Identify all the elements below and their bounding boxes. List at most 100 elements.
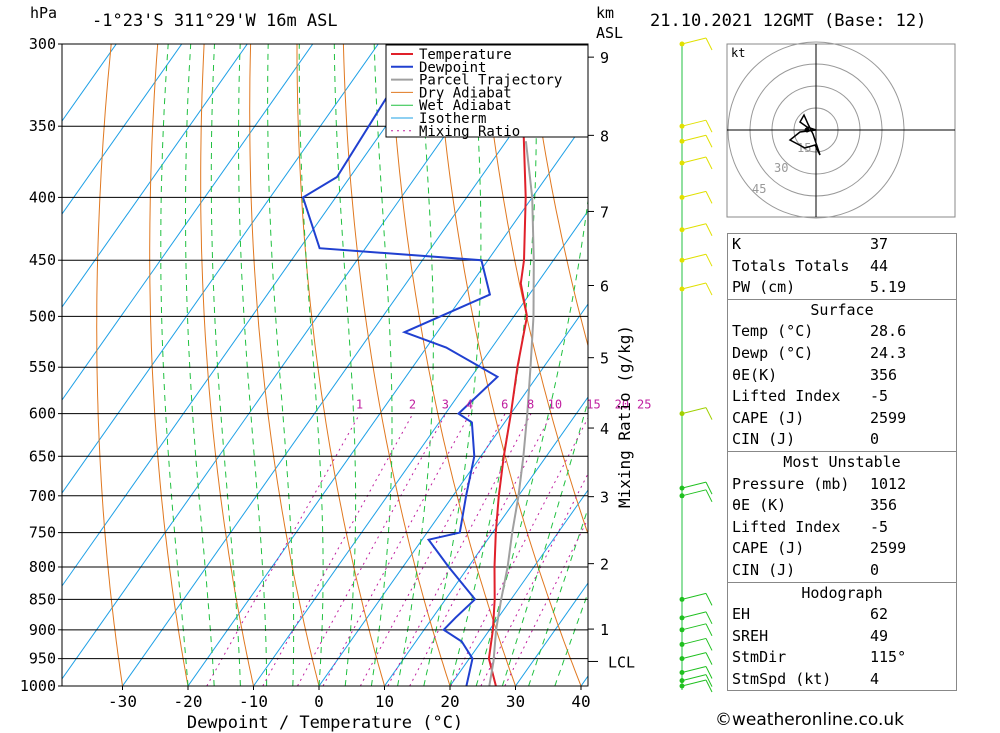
hodograph-trace xyxy=(788,113,821,156)
wet-adiabat-line xyxy=(298,44,324,686)
hodograph-ring-label: 30 xyxy=(774,161,788,175)
wind-barb xyxy=(681,407,707,415)
mixing-ratio-tick-label: 15 xyxy=(586,398,600,412)
index-pw: PW (cm) 5.19 xyxy=(732,278,907,297)
isotherm-line xyxy=(383,396,588,686)
height-tick-label: 2 xyxy=(600,556,609,574)
wind-level-dot xyxy=(679,656,685,662)
datetime-title: 21.10.2021 12GMT (Base: 12) xyxy=(650,11,927,31)
mu-theta: θE (K) 356 xyxy=(732,496,898,515)
mixing-ratio-tick-label: 20 xyxy=(615,398,629,412)
mixing-ratio-tick-label: 6 xyxy=(501,398,508,412)
mixing-ratio-line xyxy=(262,413,414,686)
wet-adiabat-line xyxy=(528,506,588,686)
surface-cin: CIN (J) 0 xyxy=(732,430,880,449)
wet-adiabat-line xyxy=(501,399,588,686)
hodo-sreh: SREH 49 xyxy=(732,626,889,645)
pressure-tick-label: 450 xyxy=(29,251,56,269)
isotherm-line xyxy=(62,44,248,308)
mu-pressure: Pressure (mb) 1012 xyxy=(732,474,907,493)
legend-entry: Parcel Trajectory xyxy=(419,73,562,89)
mixing-ratio-tick-label: 2 xyxy=(409,398,416,412)
legend-entry: Dry Adiabat xyxy=(419,85,512,101)
wind-barb xyxy=(681,637,707,645)
pressure-tick-label: 550 xyxy=(29,358,56,376)
wind-level-dot xyxy=(679,485,685,491)
wind-barb xyxy=(681,623,707,631)
wind-level-dot xyxy=(679,257,685,263)
wind-barb-flag xyxy=(705,134,713,148)
temperature-tick-label: -20 xyxy=(174,692,203,711)
wet-adiabat-line xyxy=(210,44,241,686)
storm-motion-marker xyxy=(804,127,810,133)
isotherm-line xyxy=(252,210,588,686)
wet-adiabat-line xyxy=(475,197,588,686)
wind-barb-flag xyxy=(705,611,713,625)
pressure-tick-label: 600 xyxy=(29,405,56,423)
wind-barb xyxy=(681,481,707,489)
isotherm-line xyxy=(62,44,117,122)
mixing-ratio-tick-label: 10 xyxy=(548,398,562,412)
surface-title: Surface xyxy=(810,300,874,319)
height-tick-label: 6 xyxy=(600,278,609,296)
dry-adiabat-line xyxy=(389,44,517,686)
wet-adiabat-line xyxy=(333,44,357,686)
temperature-tick-label: 30 xyxy=(506,692,525,711)
isotherm-line xyxy=(62,44,445,587)
wind-level-dot xyxy=(679,669,685,675)
wind-barb xyxy=(681,119,707,127)
temperature-tick-label: -10 xyxy=(239,692,268,711)
temperature-tick-label: 40 xyxy=(571,692,590,711)
temperature-tick-label: -30 xyxy=(108,692,137,711)
hodo-stmspd: StmSpd (kt) 4 xyxy=(732,669,880,688)
wind-level-dot xyxy=(679,194,685,200)
wind-barb-flag xyxy=(705,652,713,665)
mixing-ratio-tick-label: 3 xyxy=(442,398,449,412)
wind-barb-flag xyxy=(705,593,713,606)
surface-temp: Temp (°C) 28.6 xyxy=(732,322,907,341)
wind-level-dot xyxy=(679,286,685,292)
wind-barb xyxy=(681,253,707,261)
isotherm-line xyxy=(514,582,588,686)
height-tick-label: 1 xyxy=(600,621,609,639)
surface-dewp: Dewp (°C) 24.3 xyxy=(732,343,907,362)
wind-barb-flag xyxy=(705,156,713,170)
surface-section: Surface Temp (°C) 28.6 Dewp (°C) 24.3 θE(K… xyxy=(728,298,956,451)
x-axis-label: Dewpoint / Temperature (°C) xyxy=(187,713,463,733)
dry-adiabat-line xyxy=(342,44,451,686)
pressure-tick-label: 950 xyxy=(29,650,56,668)
wind-barb xyxy=(681,190,707,198)
height-tick-label: 4 xyxy=(600,420,609,438)
wind-level-dot xyxy=(679,627,685,633)
wind-barb-flag xyxy=(705,37,713,51)
mixing-ratio-tick-label: 25 xyxy=(637,398,651,412)
wind-barb-flag xyxy=(705,119,713,133)
legend-entry: Dewpoint xyxy=(419,60,486,76)
wind-level-dot xyxy=(679,41,685,47)
mixing-ratio-tick-label: 4 xyxy=(466,398,473,412)
wind-barb-flag xyxy=(705,282,713,296)
km-label: km xyxy=(596,4,615,22)
wind-barb-flag xyxy=(705,481,713,495)
pressure-tick-label: 1000 xyxy=(20,677,56,695)
temperature-tick-label: 0 xyxy=(314,692,324,711)
hodograph-section: Hodograph EH 62 SREH 49 StmDir 115° StmSpd … xyxy=(728,581,956,691)
wet-adiabat-line xyxy=(185,44,215,686)
dry-adiabat-line xyxy=(296,44,386,686)
pressure-tick-label: 300 xyxy=(29,35,56,53)
pressure-tick-label: 700 xyxy=(29,487,56,505)
wind-barb xyxy=(681,282,707,290)
isotherm-line xyxy=(318,303,588,686)
index-k: K 37 xyxy=(732,235,889,253)
copyright[interactable]: ©weatheronline.co.uk xyxy=(715,710,905,730)
isotherm-line xyxy=(62,44,183,215)
wind-barb-flag xyxy=(705,679,713,693)
wind-barb-flag xyxy=(705,407,713,420)
mixing-ratio-line xyxy=(322,413,471,686)
plot-frame xyxy=(61,43,589,687)
hodograph-ring-label: 45 xyxy=(752,182,766,196)
legend-entry: Mixing Ratio xyxy=(419,124,520,140)
surface-cape: CAPE (J) 2599 xyxy=(732,408,907,427)
wind-level-dot xyxy=(679,411,685,417)
